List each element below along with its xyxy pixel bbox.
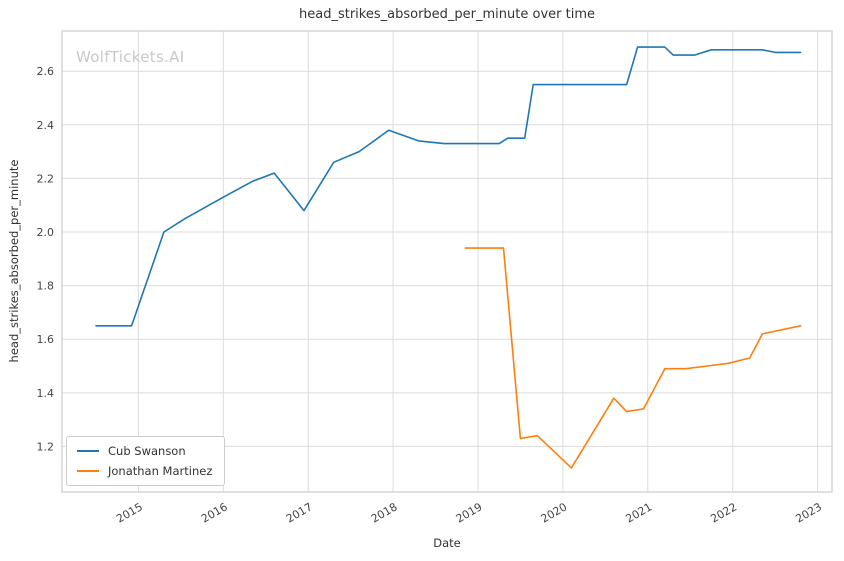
y-axis-label: head_strikes_absorbed_per_minute: [7, 159, 21, 363]
chart-title: head_strikes_absorbed_per_minute over ti…: [299, 7, 595, 22]
y-tick-label: 2.4: [37, 119, 55, 132]
y-tick-label: 2.6: [37, 65, 55, 78]
legend-line-jonathan-martinez: [77, 470, 99, 472]
watermark: WolfTickets.AI: [76, 48, 185, 66]
x-tick-label: 2018: [369, 500, 400, 525]
legend-label: Jonathan Martinez: [108, 464, 213, 478]
x-tick-label: 2019: [454, 500, 485, 525]
y-tick-label: 1.8: [37, 280, 55, 293]
legend-label: Cub Swanson: [108, 444, 186, 458]
x-tick-label: 2021: [624, 500, 655, 525]
x-axis-label: Date: [433, 536, 461, 550]
y-tick-label: 1.6: [37, 333, 55, 346]
y-tick-label: 2.2: [37, 172, 55, 185]
series-line-jonathan-martinez: [464, 247, 802, 469]
legend-item: Cub Swanson: [77, 444, 212, 458]
legend-line-cub-swanson: [77, 450, 99, 452]
y-tick-label: 2.0: [37, 226, 55, 239]
x-tick-label: 2020: [539, 500, 570, 525]
y-tick-label: 1.2: [37, 440, 55, 453]
x-tick-label: 2023: [793, 500, 824, 525]
x-tick-label: 2017: [284, 500, 315, 525]
series-line-cub-swanson: [95, 46, 802, 327]
y-tick-label: 1.4: [37, 387, 55, 400]
x-tick-label: 2022: [708, 500, 739, 525]
x-tick-label: 2015: [114, 500, 145, 525]
legend: Cub Swanson Jonathan Martinez: [66, 436, 226, 486]
x-tick-label: 2016: [199, 500, 230, 525]
legend-item: Jonathan Martinez: [77, 464, 212, 478]
